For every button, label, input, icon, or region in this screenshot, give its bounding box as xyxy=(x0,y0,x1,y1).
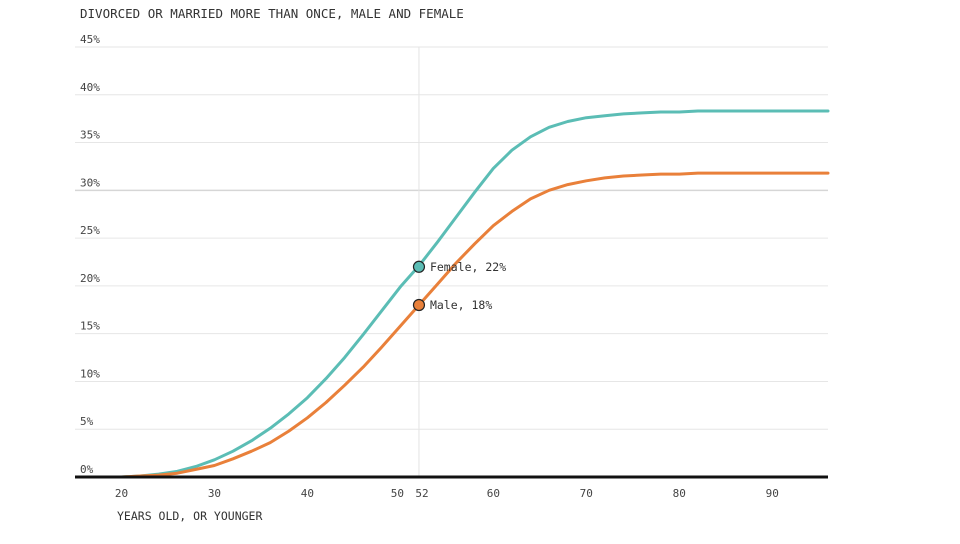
series-lines xyxy=(101,109,830,479)
y-tick-label: 0% xyxy=(80,463,94,476)
x-tick-label: 70 xyxy=(580,487,593,500)
x-tick-label: 30 xyxy=(208,487,221,500)
x-axis-label: YEARS OLD, OR YOUNGER xyxy=(117,509,262,523)
y-axis-tick-labels: 0% 5% 10% 15% 20% 25% 30% 35% 40% 45% xyxy=(80,33,100,476)
grid-lines xyxy=(75,46,828,430)
y-tick-label: 40% xyxy=(80,81,100,94)
x-tick-label: 52 xyxy=(415,487,428,500)
series-line-male xyxy=(101,171,830,479)
series-line-female xyxy=(101,109,830,479)
annotation-label: Male, 18% xyxy=(430,298,492,312)
y-tick-label: 45% xyxy=(80,33,100,46)
y-tick-label: 20% xyxy=(80,272,100,285)
annotations: Female, 22% Male, 18% xyxy=(412,260,506,312)
x-tick-label: 20 xyxy=(115,487,128,500)
x-tick-label: 60 xyxy=(487,487,500,500)
y-tick-label: 10% xyxy=(80,367,100,380)
y-tick-label: 30% xyxy=(80,176,100,189)
x-axis-tick-labels: 20 30 40 50 52 60 70 80 90 xyxy=(115,487,779,500)
x-tick-label: 50 xyxy=(391,487,404,500)
y-tick-label: 5% xyxy=(80,415,94,428)
annotation-label: Female, 22% xyxy=(430,260,506,274)
chart-title: DIVORCED OR MARRIED MORE THAN ONCE, MALE… xyxy=(80,6,464,21)
x-tick-label: 40 xyxy=(301,487,314,500)
annotation-point xyxy=(412,298,426,312)
y-tick-label: 35% xyxy=(80,129,100,142)
x-tick-label: 80 xyxy=(673,487,686,500)
y-tick-label: 15% xyxy=(80,320,100,333)
annotation-point xyxy=(412,260,426,273)
x-tick-label: 90 xyxy=(766,487,779,500)
y-tick-label: 25% xyxy=(80,224,100,237)
